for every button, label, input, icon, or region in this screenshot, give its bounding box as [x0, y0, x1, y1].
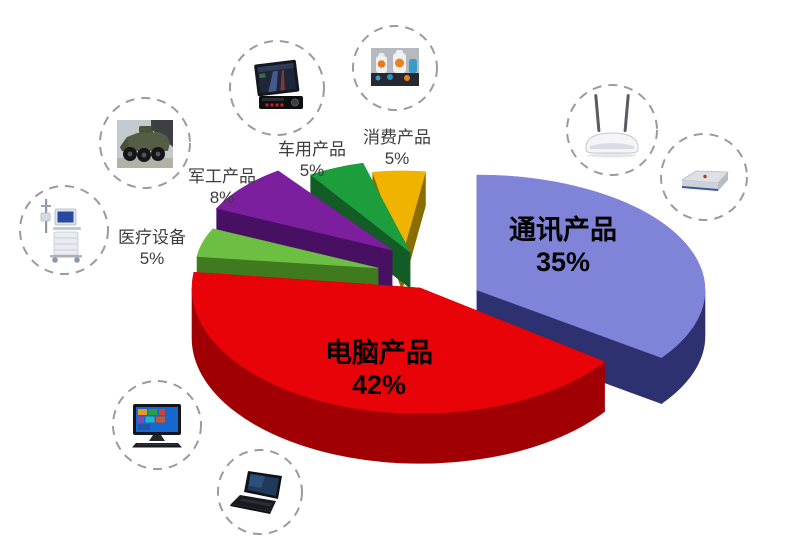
slice-label-text: 车用产品 — [278, 140, 346, 159]
callout-wireless-router — [566, 84, 658, 176]
slice-military-top — [216, 170, 393, 251]
callout-laptop — [217, 449, 303, 535]
slice-automotive-top — [310, 162, 411, 253]
slice-medical-top — [196, 228, 379, 269]
slice-label-computer: 电脑产品 42% — [325, 337, 433, 402]
slice-label-text: 通讯产品 — [509, 215, 617, 245]
slice-label-pct: 5% — [299, 161, 325, 181]
dashed-circle — [112, 380, 202, 470]
dashed-circle — [217, 449, 303, 535]
slice-label-automotive: 车用产品 5% — [278, 139, 346, 182]
dashed-circle — [566, 84, 658, 176]
modem-image — [680, 170, 729, 191]
medical-equipment-image — [40, 199, 82, 263]
slice-label-consumer: 消费产品 5% — [363, 127, 431, 170]
slice-computer-top — [191, 271, 606, 414]
dashed-circle — [229, 40, 325, 136]
slice-label-military: 军工产品 8% — [188, 166, 256, 209]
slice-label-text: 医疗设备 — [118, 228, 186, 247]
dashed-circle — [19, 185, 109, 275]
military-vehicle-image — [117, 120, 173, 168]
slice-label-text: 军工产品 — [188, 167, 256, 186]
slice-label-text: 消费产品 — [363, 128, 431, 147]
slice-label-text: 电脑产品 — [325, 338, 433, 368]
callout-medical-equipment — [19, 185, 109, 275]
laptop-image — [230, 471, 282, 514]
callout-desktop-pc — [112, 380, 202, 470]
slice-label-medical: 医疗设备 5% — [118, 227, 186, 270]
wireless-router-image — [585, 94, 639, 158]
slice-label-pct: 8% — [209, 188, 235, 208]
slice-label-communication: 通讯产品 35% — [509, 214, 617, 279]
callout-modem — [660, 133, 748, 221]
consumer-toys-image — [371, 48, 419, 86]
desktop-pc-image — [132, 404, 182, 448]
dashed-circle — [352, 25, 438, 111]
slice-label-pct: 35% — [535, 247, 591, 278]
slice-label-pct: 5% — [139, 249, 165, 269]
callout-car-stereo — [229, 40, 325, 136]
slice-label-pct: 42% — [351, 370, 407, 401]
car-stereo-image — [251, 59, 303, 116]
slice-label-pct: 5% — [384, 149, 410, 169]
callout-consumer-toys — [352, 25, 438, 111]
dashed-circle — [99, 97, 191, 189]
slice-consumer-top — [372, 170, 426, 258]
slice-communication-top — [476, 174, 706, 358]
callout-military-vehicle — [99, 97, 191, 189]
dashed-circle — [660, 133, 748, 221]
